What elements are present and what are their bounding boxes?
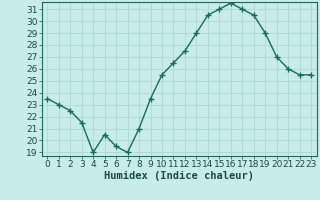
X-axis label: Humidex (Indice chaleur): Humidex (Indice chaleur): [104, 171, 254, 181]
